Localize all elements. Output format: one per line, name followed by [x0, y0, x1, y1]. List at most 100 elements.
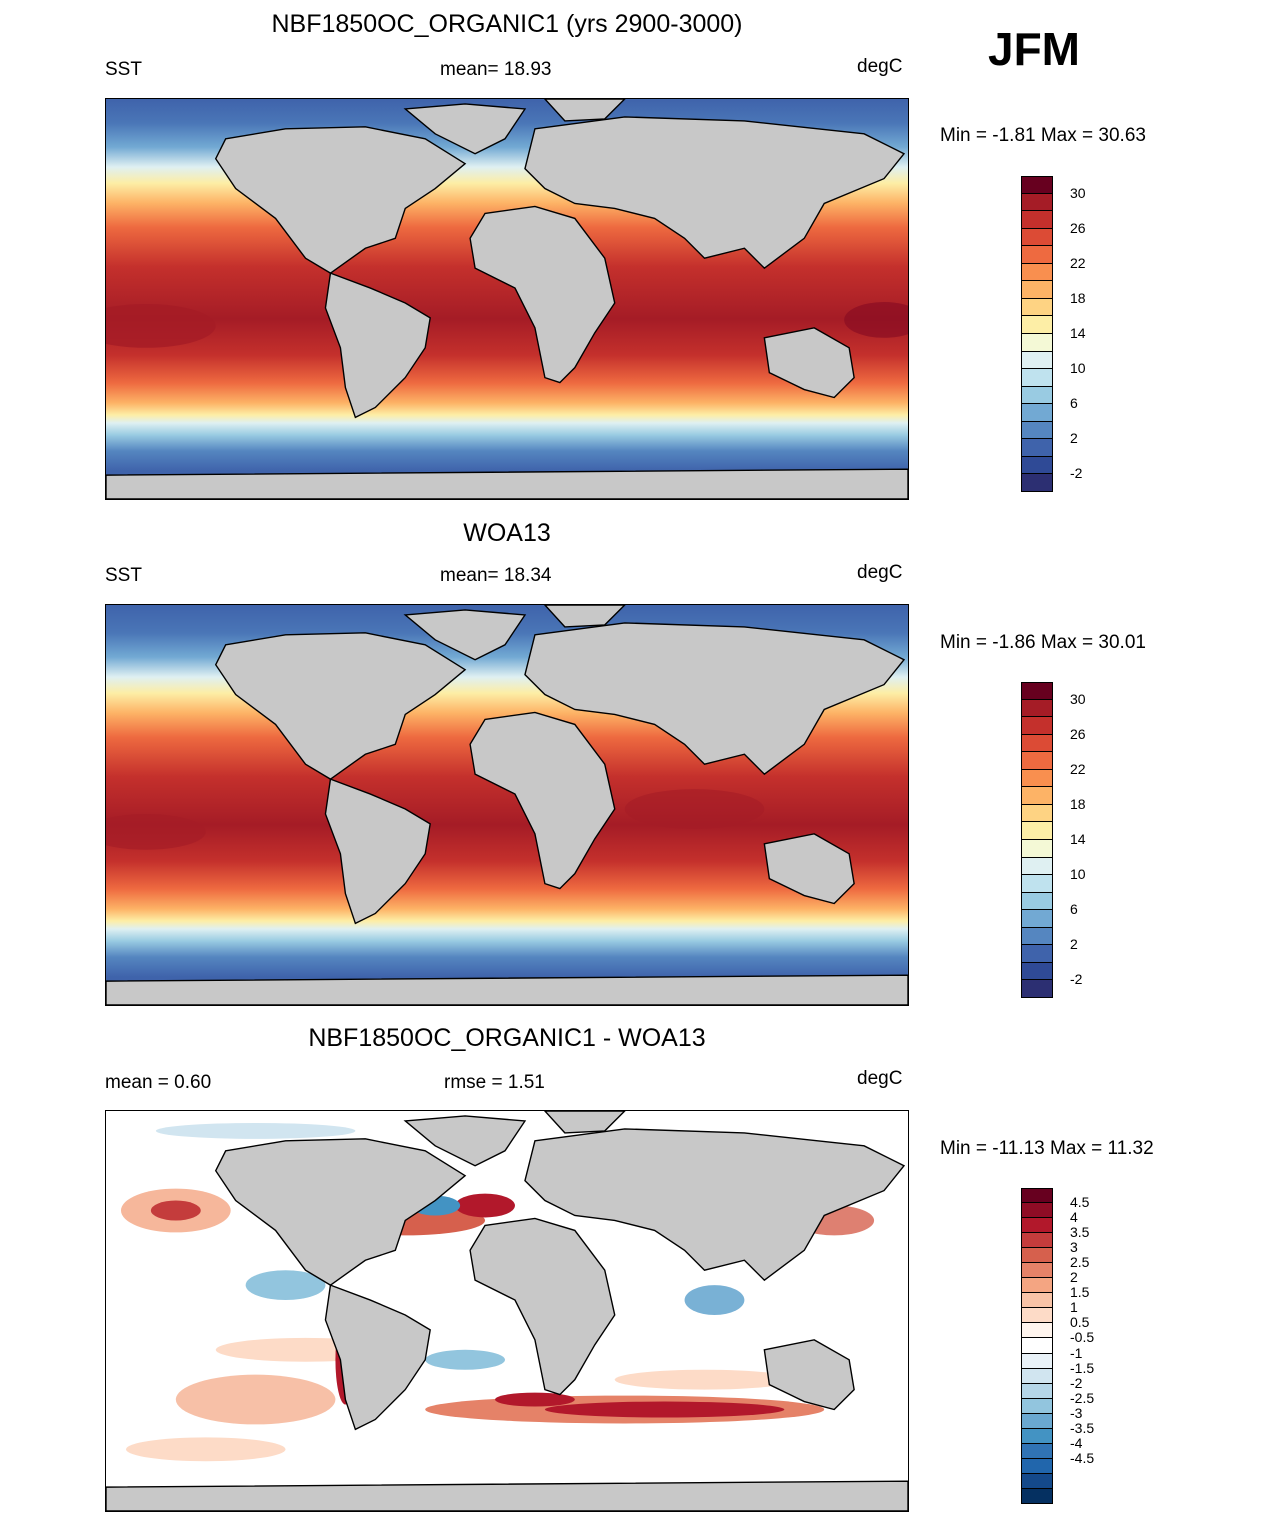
colorbar-swatch — [1021, 734, 1053, 753]
colorbar-tick-label: -1.5 — [1070, 1359, 1095, 1376]
colorbar-swatch — [1021, 1248, 1053, 1264]
colorbar-swatch — [1021, 875, 1053, 893]
colorbar-swatch — [1021, 1308, 1053, 1324]
colorbar-swatch — [1021, 439, 1053, 457]
colorbar-swatch — [1021, 787, 1053, 805]
panel-2-map — [105, 604, 909, 1006]
colorbar-swatch — [1021, 1368, 1053, 1384]
colorbar-swatch — [1021, 369, 1053, 387]
colorbar-tick-label: -0.5 — [1070, 1329, 1095, 1346]
colorbar-swatch — [1021, 1338, 1053, 1354]
colorbar-tick-label: 26 — [1070, 219, 1086, 236]
colorbar-tick-label: -2 — [1070, 1374, 1083, 1391]
colorbar-swatch — [1021, 1383, 1053, 1399]
panel-3-rmse-label: rmse = 1.51 — [444, 1072, 545, 1093]
colorbar-swatch — [1021, 910, 1053, 928]
colorbar-swatch — [1021, 1398, 1053, 1414]
colorbar-swatch — [1021, 281, 1053, 299]
panel-3-map — [105, 1110, 909, 1512]
colorbar-swatch — [1021, 1353, 1053, 1369]
colorbar-swatch — [1021, 421, 1053, 440]
colorbar-tick-label: 2 — [1070, 430, 1078, 447]
panel-2-minmax: Min = -1.86 Max = 30.01 — [940, 632, 1146, 653]
colorbar-swatch — [1021, 892, 1053, 911]
panel-3-colorbar — [1021, 1188, 1053, 1504]
colorbar-tick-label: 10 — [1070, 360, 1086, 377]
panel-3-mean-label: mean = 0.60 — [105, 1072, 212, 1093]
colorbar-tick-label: 22 — [1070, 760, 1086, 777]
colorbar-tick-label: -4.5 — [1070, 1449, 1095, 1466]
colorbar-tick-label: 6 — [1070, 395, 1078, 412]
panel-1-variable-label: SST — [105, 59, 142, 80]
panel-2-units-label: degC — [857, 562, 903, 583]
colorbar-swatch — [1021, 769, 1053, 788]
panel-1-units-label: degC — [857, 56, 903, 77]
colorbar-swatch — [1021, 351, 1053, 370]
colorbar-tick-label: 14 — [1070, 325, 1086, 341]
colorbar-tick-label: 6 — [1070, 901, 1078, 918]
panel-1-minmax: Min = -1.81 Max = 30.63 — [940, 125, 1146, 146]
colorbar-swatch — [1021, 1293, 1053, 1309]
panel-1-colorbar — [1021, 176, 1053, 492]
colorbar-swatch — [1021, 228, 1053, 247]
colorbar-swatch — [1021, 1428, 1053, 1444]
panel-1-map — [105, 98, 909, 500]
colorbar-swatch — [1021, 298, 1053, 317]
colorbar-tick-label: -3.5 — [1070, 1419, 1095, 1436]
colorbar-swatch — [1021, 752, 1053, 770]
colorbar-tick-label: 4.5 — [1070, 1194, 1090, 1211]
colorbar-tick-label: -3 — [1070, 1404, 1083, 1421]
colorbar-swatch — [1021, 1473, 1053, 1489]
colorbar-swatch — [1021, 1323, 1053, 1339]
colorbar-swatch — [1021, 1233, 1053, 1249]
colorbar-tick-label: 14 — [1070, 831, 1086, 847]
colorbar-tick-label: -2 — [1070, 465, 1083, 482]
panel-3-units-label: degC — [857, 1068, 903, 1089]
colorbar-swatch — [1021, 1443, 1053, 1459]
colorbar-swatch — [1021, 404, 1053, 422]
panel-2-mean-label: mean= 18.34 — [440, 565, 552, 586]
colorbar-swatch — [1021, 263, 1053, 282]
colorbar-swatch — [1021, 822, 1053, 840]
colorbar-swatch — [1021, 334, 1053, 352]
colorbar-swatch — [1021, 1218, 1053, 1234]
colorbar-tick-label: 18 — [1070, 289, 1086, 306]
colorbar-swatch — [1021, 1263, 1053, 1279]
panel-2-colorbar — [1021, 682, 1053, 998]
colorbar-tick-label: 2.5 — [1070, 1254, 1090, 1271]
colorbar-tick-label: 1 — [1070, 1299, 1078, 1316]
colorbar-swatch — [1021, 316, 1053, 334]
colorbar-swatch — [1021, 840, 1053, 858]
colorbar-swatch — [1021, 962, 1053, 981]
colorbar-swatch — [1021, 699, 1053, 718]
colorbar-tick-label: 4 — [1070, 1209, 1078, 1226]
colorbar-swatch — [1021, 682, 1053, 700]
colorbar-tick-label: 1.5 — [1070, 1284, 1090, 1301]
colorbar-tick-label: 30 — [1070, 184, 1086, 201]
colorbar-swatch — [1021, 1278, 1053, 1294]
panel-2-variable-label: SST — [105, 565, 142, 586]
colorbar-tick-label: 3.5 — [1070, 1224, 1090, 1241]
colorbar-swatch — [1021, 474, 1053, 492]
colorbar-tick-label: 0.5 — [1070, 1314, 1090, 1331]
colorbar-tick-label: 26 — [1070, 725, 1086, 742]
colorbar-swatch — [1021, 193, 1053, 212]
colorbar-tick-label: 2 — [1070, 936, 1078, 953]
colorbar-swatch — [1021, 804, 1053, 823]
season-label: JFM — [988, 23, 1080, 75]
colorbar-swatch — [1021, 945, 1053, 963]
colorbar-swatch — [1021, 857, 1053, 876]
colorbar-swatch — [1021, 1458, 1053, 1474]
colorbar-tick-label: 18 — [1070, 795, 1086, 812]
colorbar-swatch — [1021, 980, 1053, 998]
colorbar-tick-label: -2.5 — [1070, 1389, 1095, 1406]
panel-3-title: NBF1850OC_ORGANIC1 - WOA13 — [308, 1024, 706, 1052]
colorbar-swatch — [1021, 456, 1053, 475]
colorbar-swatch — [1021, 1203, 1053, 1219]
colorbar-swatch — [1021, 1188, 1053, 1204]
colorbar-tick-label: 30 — [1070, 690, 1086, 707]
colorbar-swatch — [1021, 386, 1053, 405]
panel-3-minmax: Min = -11.13 Max = 11.32 — [940, 1138, 1154, 1159]
colorbar-swatch — [1021, 211, 1053, 229]
colorbar-swatch — [1021, 176, 1053, 194]
